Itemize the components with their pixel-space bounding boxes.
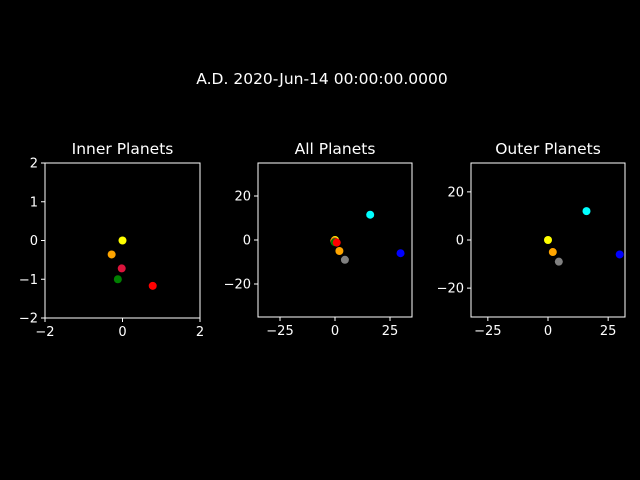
planet-point bbox=[340, 255, 349, 264]
scatter-points bbox=[544, 207, 624, 266]
y-tick-label: 20 bbox=[234, 190, 251, 205]
y-tick-label: −20 bbox=[224, 278, 251, 293]
y-tick-label: 20 bbox=[447, 185, 464, 200]
planet-point bbox=[148, 281, 157, 290]
y-tick-label: −1 bbox=[19, 273, 38, 288]
x-tick-label: 25 bbox=[382, 324, 399, 339]
planet-point bbox=[366, 210, 375, 219]
panel-title-outer: Outer Planets bbox=[495, 140, 601, 158]
panel-title-all: All Planets bbox=[295, 140, 376, 158]
axes-frame bbox=[44, 162, 201, 319]
scatter-points bbox=[330, 210, 405, 264]
y-tick-label: 0 bbox=[456, 234, 464, 249]
planet-point bbox=[544, 236, 552, 244]
y-tick-label: −2 bbox=[19, 312, 38, 327]
figure-title: A.D. 2020-Jun-14 00:00:00.0000 bbox=[196, 70, 447, 88]
planet-point bbox=[548, 248, 557, 257]
planet-point bbox=[118, 236, 127, 245]
x-tick-label: −25 bbox=[474, 324, 501, 339]
axes-frame bbox=[257, 162, 413, 318]
x-tick-label: −25 bbox=[266, 324, 293, 339]
x-tick-label: 25 bbox=[600, 324, 617, 339]
plot-area-inner: −2 0 2 −2 −1 0 1 2 bbox=[19, 157, 204, 341]
y-tick-label: 2 bbox=[30, 157, 38, 172]
planet-point bbox=[396, 249, 405, 258]
x-tick-label: 0 bbox=[118, 325, 126, 340]
panel-outer-planets: Outer Planets −25 0 25 −20 0 20 bbox=[437, 140, 626, 339]
plot-area-outer: −25 0 25 −20 0 20 bbox=[437, 162, 626, 339]
planet-point bbox=[582, 207, 591, 216]
planet-point bbox=[113, 275, 122, 284]
y-tick-label: 0 bbox=[243, 234, 251, 249]
scatter-points bbox=[107, 236, 157, 290]
panel-inner-planets: Inner Planets −2 0 2 −2 −1 0 1 2 bbox=[19, 140, 204, 340]
x-tick-label: −2 bbox=[35, 325, 54, 340]
planet-point bbox=[554, 257, 563, 266]
x-tick-label: 2 bbox=[196, 325, 204, 340]
x-tick-label: 0 bbox=[544, 324, 552, 339]
planet-point bbox=[615, 250, 624, 259]
planet-point bbox=[117, 264, 126, 273]
planet-point bbox=[107, 250, 116, 259]
y-tick-label: 0 bbox=[30, 234, 38, 249]
axes-frame bbox=[470, 162, 626, 318]
y-tick-label: 1 bbox=[30, 195, 38, 210]
y-tick-label: −20 bbox=[437, 282, 464, 297]
panel-title-inner: Inner Planets bbox=[72, 140, 174, 158]
planet-point bbox=[335, 247, 344, 255]
panel-all-planets: All Planets −25 0 25 −20 0 20 bbox=[224, 140, 413, 339]
x-tick-label: 0 bbox=[331, 324, 339, 339]
planet-point bbox=[332, 238, 341, 247]
plot-area-all: −25 0 25 −20 0 20 bbox=[224, 162, 413, 339]
